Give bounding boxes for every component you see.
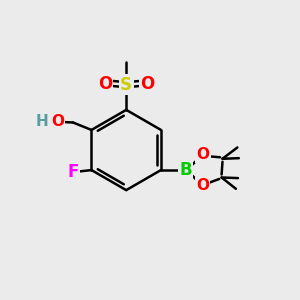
Text: O: O <box>51 114 64 129</box>
Text: F: F <box>68 163 79 181</box>
Text: H: H <box>36 114 49 129</box>
Text: O: O <box>196 178 209 193</box>
Text: O: O <box>98 75 112 93</box>
Text: S: S <box>120 76 132 94</box>
Text: O: O <box>140 75 155 93</box>
Text: B: B <box>179 161 192 179</box>
Text: O: O <box>197 147 210 162</box>
